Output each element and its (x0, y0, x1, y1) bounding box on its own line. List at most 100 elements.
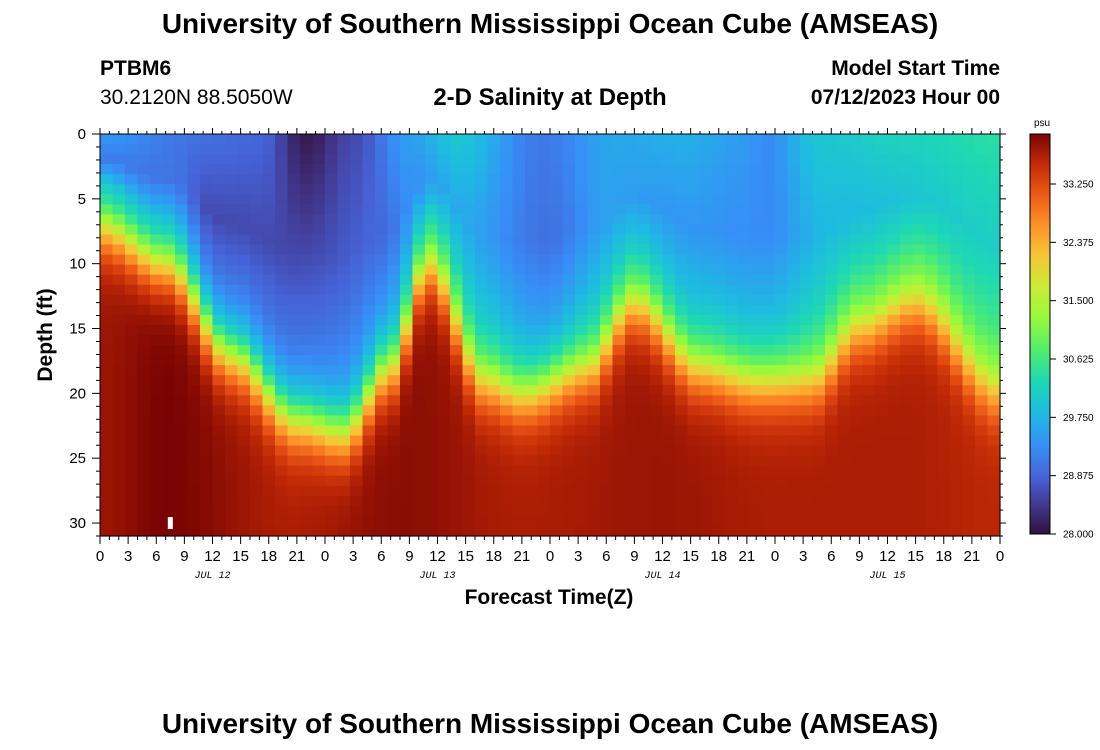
heatmap-cell (375, 485, 389, 497)
heatmap-cell (362, 274, 376, 286)
heatmap-cell (375, 214, 389, 226)
heatmap-cell (550, 314, 564, 326)
heatmap-cell (737, 224, 751, 236)
heatmap-cell (362, 264, 376, 276)
heatmap-cell (837, 485, 851, 497)
heatmap-cell (600, 254, 614, 266)
heatmap-cell (912, 375, 926, 386)
heatmap-cell (637, 314, 651, 326)
heatmap-cell (212, 304, 226, 316)
heatmap-cell (600, 224, 614, 236)
heatmap-cell (487, 244, 501, 256)
heatmap-cell (662, 144, 676, 155)
heatmap-cell (112, 174, 126, 185)
heatmap-cell (937, 264, 951, 276)
heatmap-cell (975, 314, 989, 326)
heatmap-cell (112, 214, 126, 226)
heatmap-cell (600, 445, 614, 457)
heatmap-cell (237, 274, 251, 286)
y-tick-label: 15 (69, 321, 86, 338)
heatmap-cell (925, 355, 939, 366)
heatmap-cell (725, 274, 739, 286)
heatmap-cell (225, 174, 239, 185)
heatmap-cell (175, 144, 189, 155)
heatmap-cell (887, 254, 901, 266)
heatmap-cell (275, 254, 289, 266)
heatmap-cell (975, 154, 989, 165)
heatmap-cell (975, 345, 989, 356)
heatmap-cell (887, 415, 901, 427)
heatmap-cell (150, 214, 164, 226)
x-tick-label: 15 (907, 548, 924, 565)
heatmap-cell (225, 395, 239, 406)
heatmap-cell (675, 485, 689, 497)
heatmap-cell (537, 134, 551, 145)
heatmap-cell (837, 355, 851, 366)
heatmap-cell (887, 304, 901, 316)
heatmap-cell (962, 154, 976, 165)
heatmap-cell (200, 375, 214, 386)
heatmap-cell (562, 134, 576, 145)
heatmap-cell (400, 375, 414, 386)
heatmap-cell (487, 204, 501, 215)
heatmap-cell (850, 134, 864, 145)
heatmap-cell (387, 164, 401, 175)
heatmap-cell (100, 485, 114, 497)
heatmap-cell (500, 154, 514, 165)
x-tick-label: 9 (405, 548, 413, 565)
heatmap-cell (862, 485, 876, 497)
heatmap-cell (125, 204, 139, 215)
heatmap-cell (300, 184, 314, 195)
heatmap-cell (850, 455, 864, 467)
heatmap-cell (950, 184, 964, 195)
heatmap-cell (537, 485, 551, 497)
heatmap-cell (812, 174, 826, 185)
heatmap-cell (200, 194, 214, 205)
heatmap-cell (250, 164, 264, 175)
heatmap-cell (700, 485, 714, 497)
heatmap-cell (775, 455, 789, 467)
heatmap-cell (312, 415, 326, 427)
heatmap-cell (425, 274, 439, 286)
heatmap-cell (762, 455, 776, 467)
heatmap-cell (637, 224, 651, 236)
heatmap-cell (825, 204, 839, 215)
heatmap-cell (162, 214, 176, 226)
heatmap-cell (212, 324, 226, 336)
heatmap-cell (225, 445, 239, 457)
heatmap-cell (612, 304, 626, 316)
heatmap-cell (137, 214, 151, 226)
heatmap-cell (712, 184, 726, 195)
heatmap-cell (900, 134, 914, 145)
heatmap-cell (200, 154, 214, 165)
heatmap-cell (150, 415, 164, 427)
heatmap-cell (262, 214, 276, 226)
heatmap-cell (587, 204, 601, 215)
heatmap-cell (587, 465, 601, 477)
heatmap-cell (212, 415, 226, 427)
y-tick-label: 20 (69, 385, 86, 402)
heatmap-cell (737, 204, 751, 215)
heatmap-cell (387, 194, 401, 205)
heatmap-cell (275, 194, 289, 205)
heatmap-cell (687, 224, 701, 236)
heatmap-cell (187, 254, 201, 266)
heatmap-cell (362, 324, 376, 336)
heatmap-cell (312, 204, 326, 215)
heatmap-cell (875, 154, 889, 165)
heatmap-cell (775, 184, 789, 195)
heatmap-cell (125, 314, 139, 326)
heatmap-cell (862, 475, 876, 487)
heatmap-cell (425, 395, 439, 406)
heatmap-cell (362, 405, 376, 416)
heatmap-cell (750, 475, 764, 487)
heatmap-cell (700, 515, 714, 527)
heatmap-cell (525, 435, 539, 447)
heatmap-cell (700, 314, 714, 326)
heatmap-cell (950, 485, 964, 497)
heatmap-cell (775, 425, 789, 437)
heatmap-cell (937, 445, 951, 457)
heatmap-cell (300, 144, 314, 155)
heatmap-cell (537, 525, 551, 537)
heatmap-cell (150, 184, 164, 195)
